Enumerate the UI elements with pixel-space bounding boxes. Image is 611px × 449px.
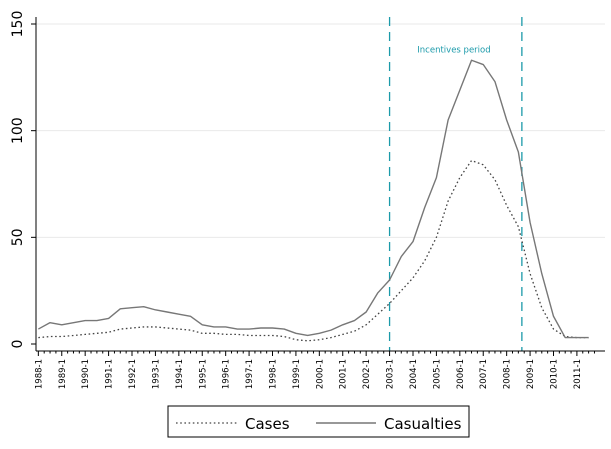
- x-tick-label-2004-1: 2004-1: [409, 359, 419, 389]
- x-tick-label-2010-1: 2010-1: [549, 359, 559, 389]
- y-tick-label-50: 50: [10, 228, 26, 246]
- x-tick-label-1998-1: 1998-1: [268, 359, 278, 389]
- x-tick-label-1990-1: 1990-1: [81, 359, 91, 389]
- reference-lines: [388, 17, 523, 351]
- axes: 0 50 100 150 1988-1 1989-1 1990-1 1991-1 1992-1 1…: [10, 11, 605, 389]
- x-tick-label-2011-1: 2011-1: [573, 359, 583, 389]
- x-tick-label-2001-1: 2001-1: [339, 359, 349, 389]
- x-tick-label-1996-1: 1996-1: [222, 359, 232, 389]
- y-tick-label-150: 150: [10, 11, 26, 38]
- annotations: Incentives period: [417, 46, 490, 56]
- gridlines: [36, 23, 605, 238]
- x-tick-label-2009-1: 2009-1: [526, 359, 536, 389]
- legend-box: [167, 405, 470, 438]
- series-lines: [38, 59, 589, 342]
- x-tick-label-2007-1: 2007-1: [479, 359, 489, 389]
- series-line-cases: [38, 159, 589, 342]
- x-tick-label-1989-1: 1989-1: [58, 359, 68, 389]
- x-tick-label-1991-1: 1991-1: [105, 359, 115, 389]
- x-tick-label-1992-1: 1992-1: [128, 359, 138, 389]
- x-tick-label-1994-1: 1994-1: [175, 359, 185, 389]
- x-tick-label-2006-1: 2006-1: [456, 359, 466, 389]
- x-tick-label-1999-1: 1999-1: [292, 359, 302, 389]
- legend: Cases Casualties: [167, 405, 470, 438]
- x-tick-label-1995-1: 1995-1: [198, 359, 208, 389]
- x-tick-label-1993-1: 1993-1: [151, 359, 161, 389]
- series-line-casualties: [38, 59, 589, 339]
- y-tick-label-0: 0: [10, 340, 26, 349]
- x-tick-label-2003-1: 2003-1: [386, 359, 396, 389]
- x-tick-label-1997-1: 1997-1: [245, 359, 255, 389]
- legend-label-cases: Cases: [245, 415, 290, 433]
- y-tick-label-100: 100: [10, 117, 26, 144]
- x-tick-label-2005-1: 2005-1: [432, 359, 442, 389]
- x-tick-label-2000-1: 2000-1: [315, 359, 325, 389]
- x-tick-label-1988-1: 1988-1: [34, 359, 44, 389]
- legend-label-casualties: Casualties: [384, 415, 462, 433]
- x-tick-label-2002-1: 2002-1: [362, 359, 372, 389]
- x-tick-label-2008-1: 2008-1: [503, 359, 513, 389]
- annotation-incentives-period: Incentives period: [417, 46, 490, 56]
